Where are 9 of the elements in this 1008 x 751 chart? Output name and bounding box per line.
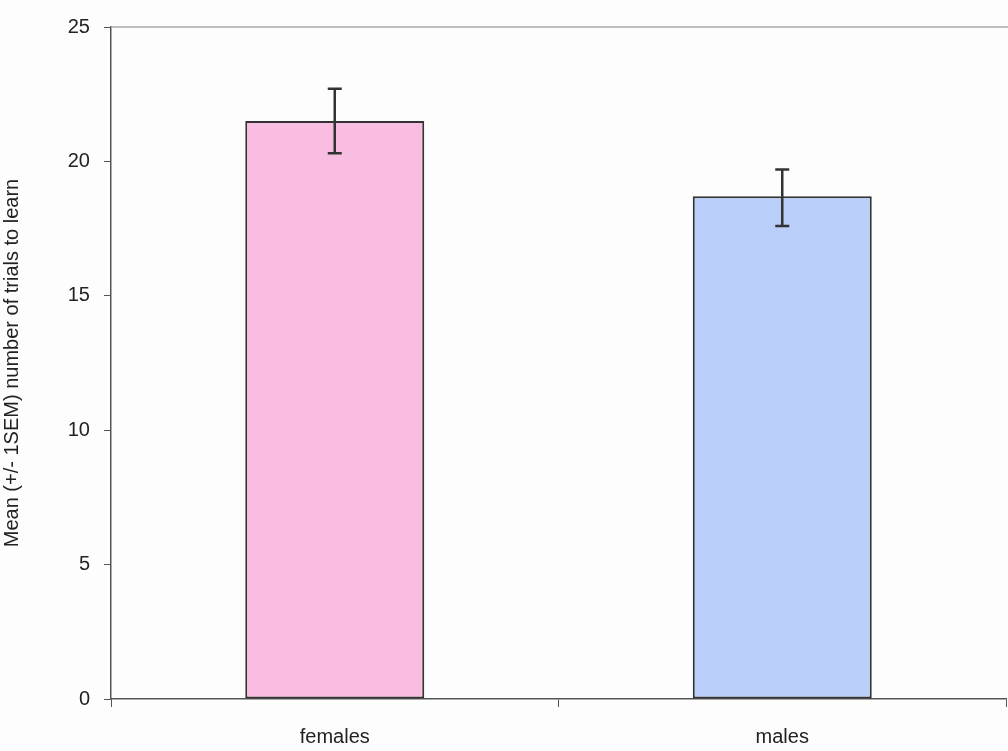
- y-tick-label: 20: [67, 148, 90, 171]
- y-tick-label: 0: [78, 686, 90, 709]
- x-tick-label: males: [755, 724, 809, 747]
- y-tick-label: 5: [78, 552, 90, 575]
- y-tick-label: 15: [67, 283, 90, 306]
- y-tick-label: 25: [67, 14, 90, 37]
- y-tick-label: 10: [67, 417, 90, 440]
- y-axis-title: Mean (+/- 1SEM) number of trials to learn: [0, 178, 22, 548]
- x-tick-label: females: [299, 724, 370, 747]
